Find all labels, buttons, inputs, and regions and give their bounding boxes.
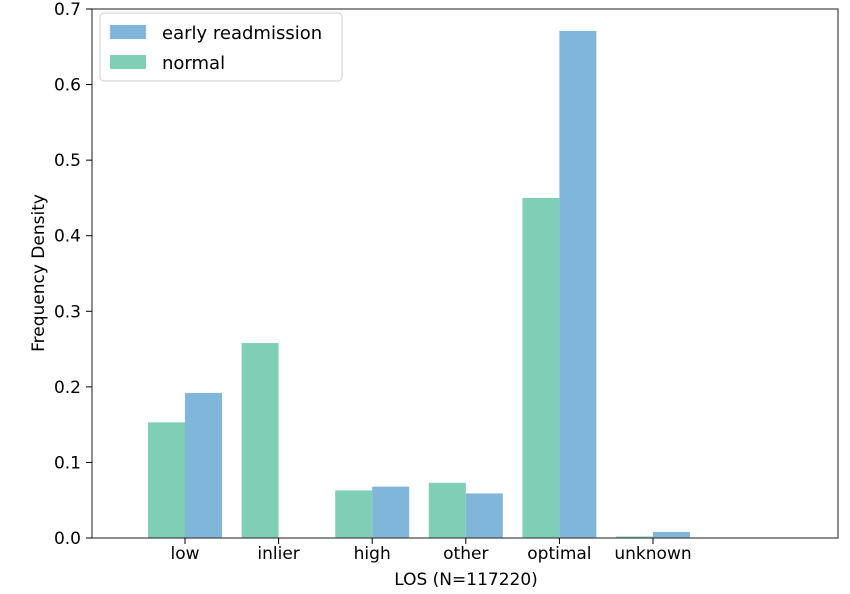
- x-axis: low inlier high other optimal unknown: [170, 538, 692, 564]
- y-tick-label: 0.0: [54, 529, 81, 549]
- y-tick-label: 0.3: [54, 302, 81, 322]
- x-tick-label-other: other: [443, 544, 488, 564]
- legend-swatch-normal: [110, 55, 146, 69]
- plot-frame: [91, 8, 839, 539]
- bar-normal-inlier: [241, 343, 279, 538]
- bar-early-readmission-other: [465, 493, 503, 538]
- y-tick-label: 0.2: [54, 378, 81, 398]
- y-tick-label: 0.4: [54, 227, 81, 247]
- x-tick-label-unknown: unknown: [614, 544, 691, 564]
- x-tick-label-high: high: [354, 544, 391, 564]
- legend-label-early-readmission: early readmission: [162, 23, 322, 44]
- legend-label-normal: normal: [162, 53, 225, 74]
- bars-group: [148, 30, 690, 539]
- y-tick-label: 0.7: [54, 0, 81, 20]
- legend: early readmission normal: [99, 12, 343, 82]
- bar-normal-low: [148, 422, 185, 538]
- bar-normal-unknown: [616, 536, 653, 538]
- legend-box: [99, 12, 343, 82]
- x-axis-label: LOS (N=117220): [394, 570, 538, 590]
- x-tick-label-inlier: inlier: [257, 544, 299, 564]
- x-tick-label-optimal: optimal: [527, 544, 591, 564]
- legend-swatch-early-readmission: [110, 25, 146, 39]
- y-tick-label: 0.5: [54, 151, 81, 171]
- bar-early-readmission-low: [185, 392, 222, 538]
- bar-normal-other: [428, 482, 466, 538]
- y-tick-label: 0.6: [54, 76, 81, 96]
- bar-normal-optimal: [522, 197, 560, 538]
- bar-normal-high: [335, 490, 373, 538]
- y-axis-label: Frequency Density: [29, 194, 49, 352]
- x-tick-label-low: low: [170, 544, 199, 564]
- bar-early-readmission-high: [372, 486, 410, 538]
- bar-early-readmission-optimal: [559, 30, 597, 539]
- bar-early-readmission-unknown: [653, 531, 690, 538]
- y-axis: 0.0 0.1 0.2 0.3 0.4 0.5 0.6 0.7: [54, 0, 92, 549]
- y-tick-label: 0.1: [54, 453, 81, 473]
